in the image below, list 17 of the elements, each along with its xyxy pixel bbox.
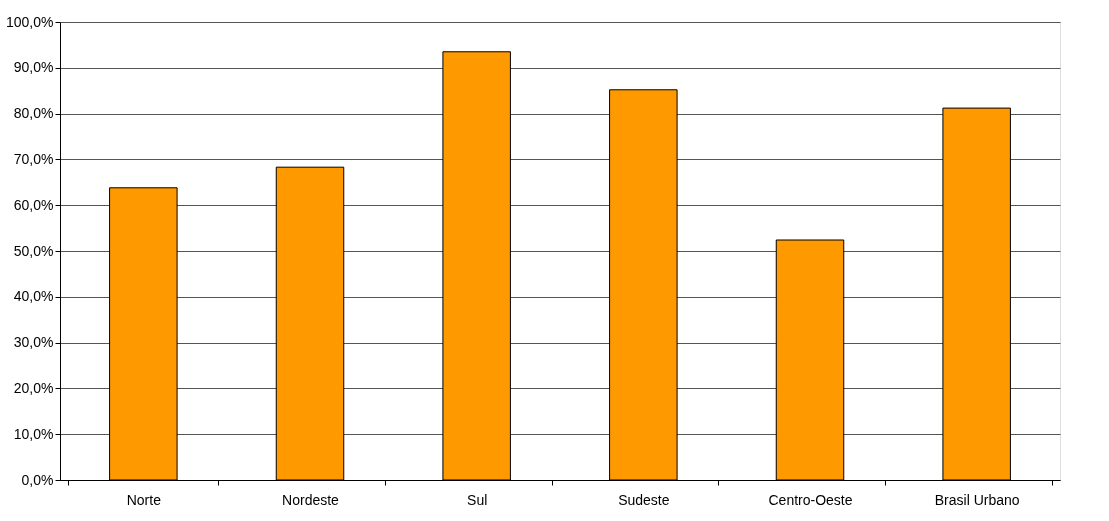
y-tick-label: 70,0%	[13, 150, 54, 167]
y-tick-label: 80,0%	[13, 105, 54, 122]
y-tick-label: 60,0%	[13, 196, 54, 213]
y-tick-label: 0,0%	[21, 471, 54, 488]
y-tick-label: 100,0%	[6, 13, 54, 30]
y-tick-label: 50,0%	[13, 242, 54, 259]
x-tick-label: Sudeste	[618, 491, 670, 508]
y-tick-label: 90,0%	[13, 59, 54, 76]
x-tick-label: Nordeste	[282, 491, 340, 508]
x-tick-label: Sul	[467, 491, 488, 508]
x-tick-label: Brasil Urbano	[934, 491, 1020, 508]
y-tick-label: 40,0%	[13, 288, 54, 305]
x-tick-label: Centro-Oeste	[768, 491, 853, 508]
y-tick-label: 10,0%	[13, 425, 54, 442]
y-tick-label: 30,0%	[13, 334, 54, 351]
y-tick-label: 20,0%	[13, 379, 54, 396]
x-tick-label: Norte	[126, 491, 162, 508]
